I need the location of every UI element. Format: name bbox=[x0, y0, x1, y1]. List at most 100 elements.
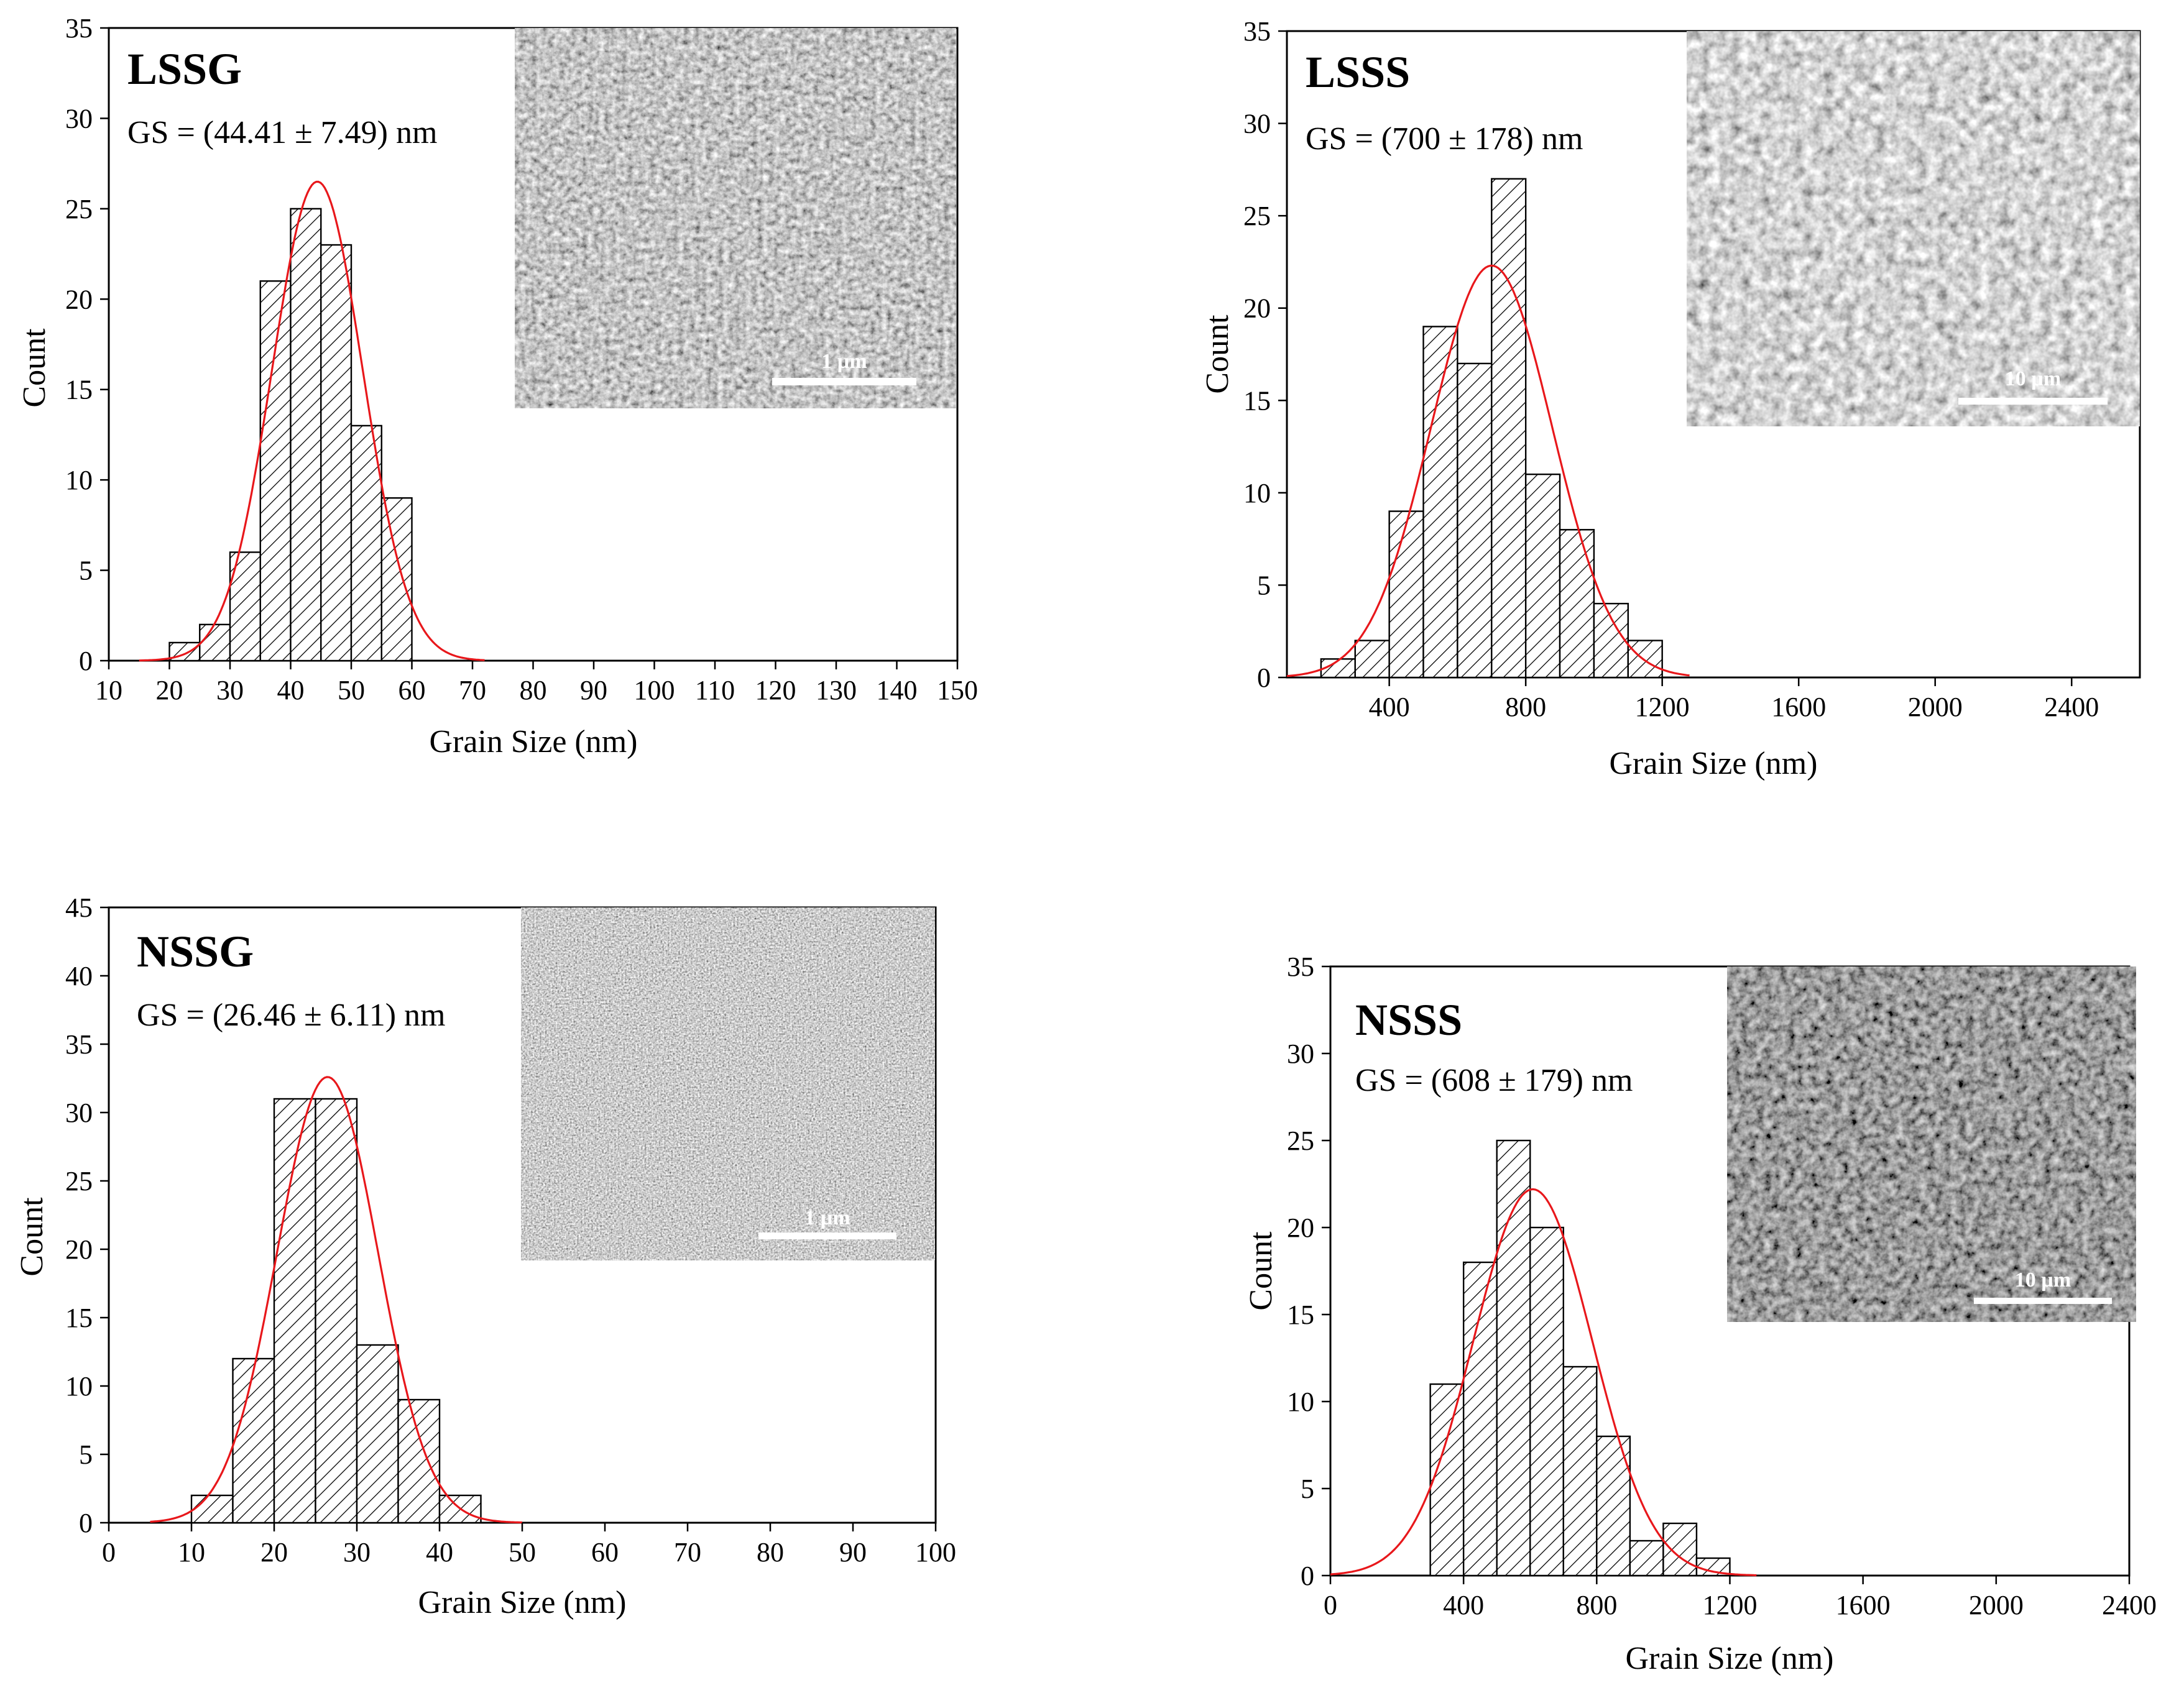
x-tick-label: 100 bbox=[634, 675, 675, 705]
histogram-bar bbox=[1662, 1522, 1698, 1577]
histogram-bar bbox=[190, 1494, 234, 1524]
sem-inset: 1 µm bbox=[521, 907, 935, 1260]
histogram-bars bbox=[168, 208, 413, 662]
y-tick-label: 10 bbox=[65, 465, 93, 495]
scale-bar bbox=[758, 1232, 896, 1239]
y-tick-label: 20 bbox=[65, 284, 93, 314]
y-axis-ticks: 0 5 10 15 20 25 30 35 40 45 bbox=[65, 893, 109, 1538]
histogram-bars bbox=[190, 1098, 482, 1524]
x-tick-label: 400 bbox=[1369, 692, 1410, 722]
histogram-bar bbox=[1354, 640, 1390, 679]
x-tick-label: 130 bbox=[816, 675, 857, 705]
y-tick-label: 30 bbox=[65, 103, 93, 134]
scale-bar bbox=[772, 378, 916, 385]
y-tick-label: 30 bbox=[1287, 1039, 1314, 1069]
histogram-bar bbox=[199, 623, 231, 662]
y-tick-label: 25 bbox=[1287, 1126, 1314, 1156]
x-axis-ticks: 0 10 20 30 40 50 60 70 80 90 100 bbox=[102, 1523, 956, 1567]
y-tick-label: 35 bbox=[65, 13, 93, 44]
x-tick-label: 1600 bbox=[1771, 692, 1826, 722]
y-tick-label: 5 bbox=[1257, 570, 1271, 600]
y-tick-label: 15 bbox=[1243, 385, 1271, 416]
panel-title: NSSS bbox=[1355, 995, 1462, 1045]
histogram-bar bbox=[1457, 362, 1493, 679]
y-tick-label: 30 bbox=[1243, 109, 1271, 139]
y-tick-label: 20 bbox=[1243, 293, 1271, 324]
x-tick-label: 800 bbox=[1576, 1590, 1617, 1620]
y-tick-label: 40 bbox=[65, 961, 93, 991]
sem-image bbox=[515, 28, 956, 408]
grain-size-annotation: GS = (608 ± 179) nm bbox=[1355, 1063, 1633, 1098]
histogram-bar bbox=[1429, 1383, 1465, 1577]
panel-title: LSSG bbox=[127, 44, 242, 94]
scale-bar-label: 10 µm bbox=[2015, 1269, 2071, 1292]
x-tick-label: 100 bbox=[915, 1537, 956, 1567]
histogram-bar bbox=[259, 280, 292, 662]
y-tick-label: 35 bbox=[1287, 952, 1314, 982]
histogram-bar bbox=[232, 1357, 275, 1524]
x-tick-label: 1200 bbox=[1635, 692, 1690, 722]
histogram-bar bbox=[1529, 1226, 1564, 1577]
y-tick-label: 35 bbox=[65, 1029, 93, 1060]
y-tick-label: 15 bbox=[65, 375, 93, 405]
y-axis-ticks: 0 5 10 15 20 25 30 35 bbox=[65, 13, 109, 676]
gaussian-fit-curve bbox=[1330, 1188, 1757, 1577]
grain-size-annotation: GS = (700 ± 178) nm bbox=[1306, 121, 1583, 157]
x-tick-label: 80 bbox=[757, 1537, 784, 1567]
y-tick-label: 20 bbox=[1287, 1213, 1314, 1243]
x-tick-label: 10 bbox=[95, 675, 122, 705]
histogram-bars bbox=[1320, 178, 1663, 679]
x-tick-label: 140 bbox=[877, 675, 918, 705]
x-tick-label: 2400 bbox=[2044, 692, 2099, 722]
sem-image bbox=[521, 907, 935, 1260]
gaussian-fit-curve bbox=[139, 180, 485, 662]
histogram-bar bbox=[1491, 178, 1527, 679]
y-tick-label: 10 bbox=[1287, 1387, 1314, 1417]
y-tick-label: 30 bbox=[65, 1098, 93, 1128]
histogram-bar bbox=[1462, 1261, 1498, 1577]
x-tick-label: 1200 bbox=[1703, 1590, 1758, 1620]
histogram-bar bbox=[320, 244, 352, 662]
y-tick-label: 0 bbox=[79, 1508, 93, 1538]
panel-lsss: 400 800 1200 1600 2000 2400 0 5 10 15 20 25 30 35 10… bbox=[1200, 16, 2141, 781]
histogram-bar bbox=[1388, 510, 1424, 679]
scale-bar bbox=[1974, 1298, 2112, 1304]
scale-bar-label: 1 µm bbox=[804, 1206, 850, 1229]
x-tick-label: 1600 bbox=[1836, 1590, 1891, 1620]
x-axis-label: Grain Size (nm) bbox=[1609, 746, 1817, 781]
y-tick-label: 15 bbox=[1287, 1300, 1314, 1330]
y-tick-label: 10 bbox=[1243, 478, 1271, 508]
x-axis-label: Grain Size (nm) bbox=[429, 724, 637, 760]
x-tick-label: 90 bbox=[580, 675, 607, 705]
y-axis-label: Count bbox=[1200, 314, 1235, 394]
histogram-bar bbox=[315, 1098, 358, 1524]
x-tick-label: 50 bbox=[509, 1537, 536, 1567]
panel-title: LSSS bbox=[1306, 47, 1410, 97]
panel-nssg: 0 10 20 30 40 50 60 70 80 90 100 0 5 10 15 20 25 30 35 40 4… bbox=[14, 893, 956, 1620]
y-axis-label: Count bbox=[1243, 1231, 1279, 1311]
y-tick-label: 10 bbox=[65, 1371, 93, 1402]
histogram-bar bbox=[1593, 602, 1629, 679]
x-tick-label: 50 bbox=[338, 675, 365, 705]
y-tick-label: 25 bbox=[1243, 201, 1271, 231]
x-axis-label: Grain Size (nm) bbox=[1625, 1641, 1833, 1676]
x-tick-label: 2000 bbox=[1908, 692, 1963, 722]
histogram-bar bbox=[356, 1344, 399, 1524]
y-tick-label: 25 bbox=[65, 1166, 93, 1196]
x-axis-ticks: 400 800 1200 1600 2000 2400 bbox=[1369, 677, 2099, 722]
x-tick-label: 70 bbox=[459, 675, 486, 705]
histogram-bar bbox=[273, 1098, 316, 1524]
x-tick-label: 400 bbox=[1443, 1590, 1484, 1620]
x-tick-label: 2400 bbox=[2102, 1590, 2157, 1620]
y-axis-ticks: 0 5 10 15 20 25 30 35 bbox=[1243, 16, 1287, 693]
x-tick-label: 20 bbox=[260, 1537, 288, 1567]
x-tick-label: 120 bbox=[755, 675, 796, 705]
x-tick-label: 110 bbox=[695, 675, 735, 705]
x-tick-label: 80 bbox=[520, 675, 547, 705]
x-axis-ticks: 0 400 800 1200 1600 2000 2400 bbox=[1324, 1576, 2157, 1620]
y-tick-label: 25 bbox=[65, 194, 93, 224]
x-tick-label: 60 bbox=[591, 1537, 619, 1567]
y-tick-label: 0 bbox=[1301, 1561, 1314, 1591]
grain-size-annotation: GS = (26.46 ± 6.11) nm bbox=[137, 998, 446, 1033]
